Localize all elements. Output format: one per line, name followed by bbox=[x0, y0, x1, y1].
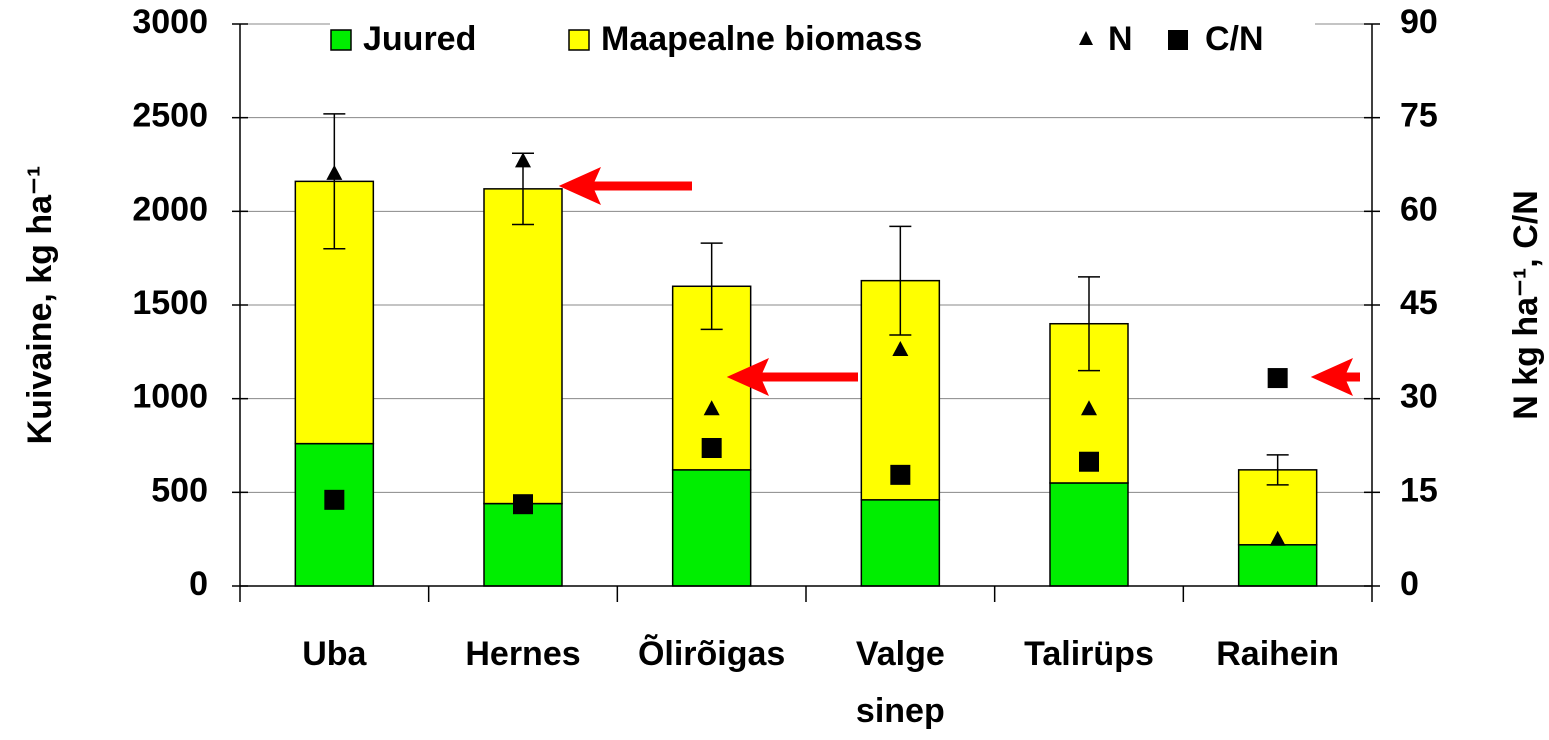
bar-segment bbox=[1237, 544, 1318, 587]
x-tick-label: Talirüps bbox=[1024, 635, 1154, 673]
bar-segment bbox=[860, 499, 941, 587]
bar-segment bbox=[483, 188, 563, 505]
y2-tick-label: 15 bbox=[1400, 471, 1438, 509]
y-tick-label: 0 bbox=[189, 565, 208, 603]
n-marker bbox=[1269, 530, 1286, 546]
bar-segment bbox=[294, 442, 375, 587]
y2-tick-label: 60 bbox=[1400, 190, 1438, 228]
n-marker bbox=[515, 152, 531, 168]
cn-marker bbox=[701, 437, 722, 458]
y-tick-label: 3000 bbox=[132, 3, 208, 41]
y-tick-label: 1000 bbox=[132, 378, 208, 416]
bar-segment bbox=[1049, 482, 1129, 587]
cn-marker bbox=[513, 494, 533, 515]
marks bbox=[294, 113, 1318, 587]
y2-axis-label: N kg ha⁻¹, C/N bbox=[1507, 190, 1545, 420]
grid bbox=[240, 23, 1372, 587]
y-tick-label: 1500 bbox=[132, 284, 208, 322]
cn-marker bbox=[1267, 368, 1288, 389]
x-tick-label: Hernes bbox=[465, 635, 581, 673]
y-tick-label: 2500 bbox=[132, 97, 208, 135]
cn-marker bbox=[1079, 451, 1099, 472]
legend-label: Juured bbox=[363, 20, 476, 58]
y2-tick-label: 90 bbox=[1400, 3, 1438, 41]
cn-marker bbox=[324, 489, 345, 510]
legend: Juured Maapealne biomass N C/N bbox=[330, 18, 1315, 62]
n-marker bbox=[326, 164, 343, 180]
n-marker bbox=[703, 400, 720, 416]
arrow-head bbox=[558, 167, 601, 205]
legend-swatch bbox=[1168, 30, 1188, 50]
cn-marker bbox=[890, 464, 911, 485]
legend-swatch bbox=[330, 29, 352, 51]
legend-swatch bbox=[568, 29, 590, 51]
bar-segment bbox=[483, 502, 563, 587]
y2-tick-label: 75 bbox=[1400, 97, 1438, 135]
x-tick-label: Õlirõigas bbox=[637, 635, 786, 673]
legend-bg bbox=[330, 18, 1315, 62]
y2-tick-label: 0 bbox=[1400, 565, 1419, 603]
arrows bbox=[558, 167, 1360, 396]
y-tick-label: 2000 bbox=[132, 190, 208, 228]
legend-label: Maapealne biomass bbox=[601, 20, 922, 58]
legend-swatch bbox=[1079, 31, 1093, 45]
n-marker bbox=[892, 340, 909, 356]
y-axis-label: Kuivaine, kg ha⁻¹ bbox=[21, 166, 59, 445]
n-marker bbox=[1081, 400, 1097, 416]
y-tick-label: 500 bbox=[151, 471, 208, 509]
x-tick-label: Uba bbox=[302, 635, 367, 673]
x-tick-label: Valge sinep bbox=[855, 635, 945, 730]
y2-tick-label: 45 bbox=[1400, 284, 1438, 322]
bar-segment bbox=[671, 469, 752, 587]
y2-tick-label: 30 bbox=[1400, 378, 1438, 416]
x-tick-label: Raihein bbox=[1216, 635, 1340, 673]
arrow-head bbox=[726, 358, 769, 396]
legend-label: N bbox=[1108, 20, 1133, 58]
legend-label: C/N bbox=[1205, 20, 1264, 58]
arrow-head bbox=[1310, 358, 1353, 396]
